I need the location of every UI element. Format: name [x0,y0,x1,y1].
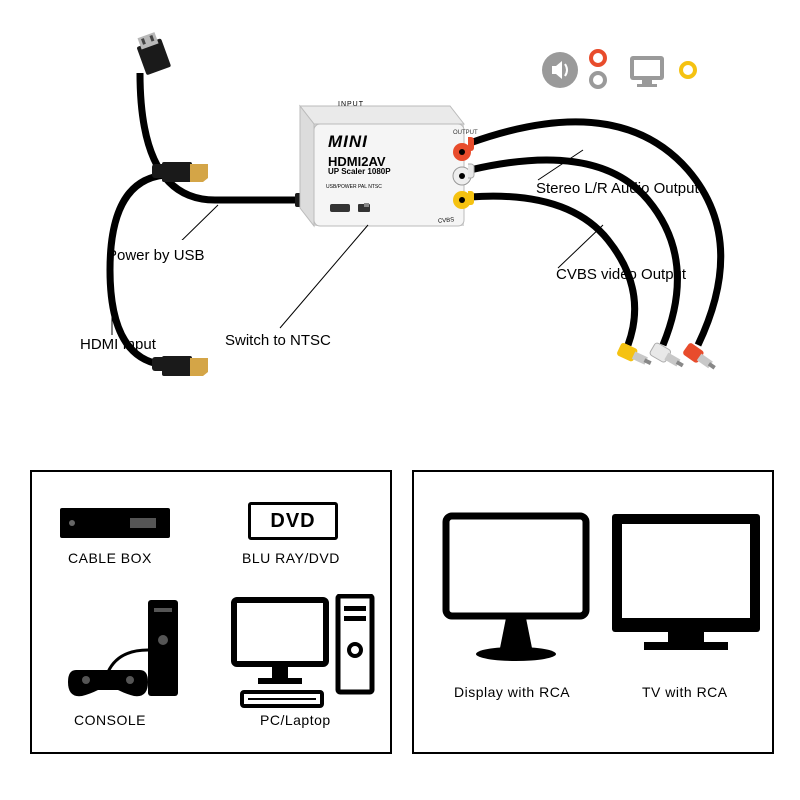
source-devices-panel: CABLE BOX DVD BLU RAY/DVD CONSOLE PC/Lap… [30,470,392,754]
tv-label: TV with RCA [642,684,728,700]
device-port-label: USB/POWER PAL NTSC [326,184,382,190]
tv-icon [608,510,768,680]
label-stereo-output: Stereo L/R Audio Output [536,180,699,197]
label-switch-ntsc: Switch to NTSC [225,332,331,349]
dvd-badge: DVD [248,502,338,540]
converter-device: INPUT MINI HDMI2AV UP Scaler 1080P USB/P… [288,100,458,240]
dvd-label: BLU RAY/DVD [242,550,340,566]
console-label: CONSOLE [74,712,146,728]
ntsc-lead [260,220,380,340]
device-subtitle: UP Scaler 1080P [328,167,391,176]
device-brand: MINI [328,132,368,152]
pc-icon [228,594,378,714]
label-hdmi-input: HDMI Input [80,336,156,353]
icon-row [540,48,760,98]
display-icon [438,508,598,678]
cable-box-icon [60,500,180,548]
output-devices-panel: Display with RCA TV with RCA [412,470,774,754]
pc-label: PC/Laptop [260,712,331,728]
device-input-label: INPUT [338,101,364,108]
label-cvbs-output: CVBS video Output [556,266,686,283]
cable-box-label: CABLE BOX [68,550,152,566]
console-icon [68,600,198,710]
display-label: Display with RCA [454,684,570,700]
